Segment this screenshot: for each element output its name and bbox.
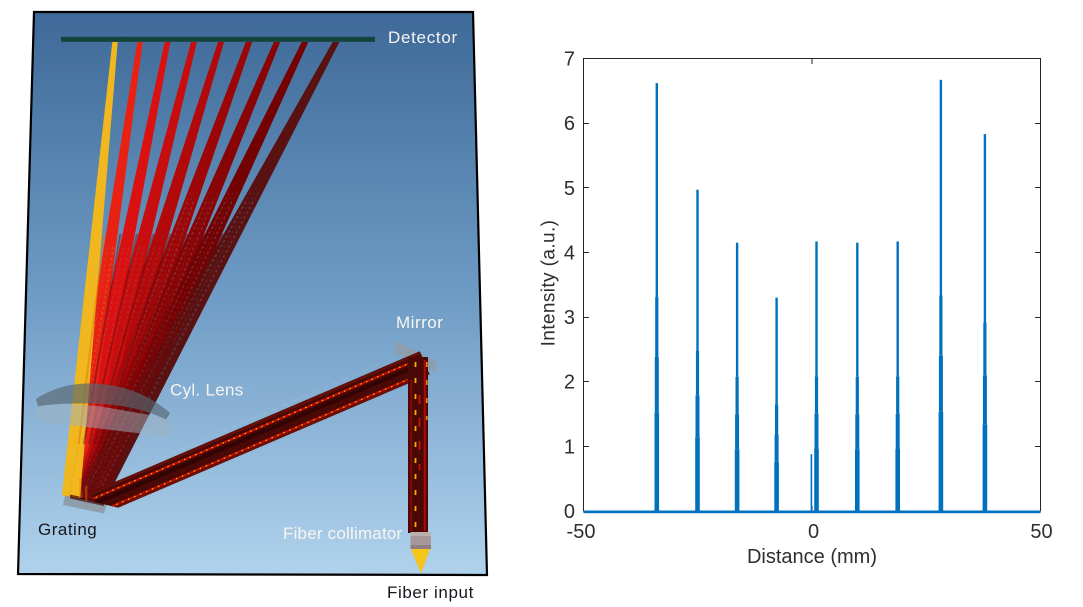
svg-text:Grating: Grating: [38, 520, 97, 539]
svg-text:Fiber collimator: Fiber collimator: [283, 524, 403, 543]
svg-text:3: 3: [564, 307, 575, 329]
svg-text:Distance (mm): Distance (mm): [747, 546, 877, 568]
svg-text:0: 0: [808, 521, 819, 543]
svg-text:5: 5: [564, 178, 575, 200]
svg-text:0: 0: [564, 501, 575, 523]
svg-text:Intensity (a.u.): Intensity (a.u.): [539, 220, 560, 347]
svg-text:6: 6: [564, 113, 575, 135]
svg-text:Mirror: Mirror: [396, 313, 443, 332]
svg-text:Detector: Detector: [388, 28, 458, 47]
svg-text:1: 1: [564, 436, 575, 458]
svg-text:4: 4: [564, 242, 575, 264]
svg-text:-50: -50: [567, 521, 596, 543]
svg-text:Cyl. Lens: Cyl. Lens: [170, 381, 244, 400]
svg-text:7: 7: [564, 49, 575, 71]
svg-text:Fiber input: Fiber input: [387, 583, 474, 602]
svg-text:50: 50: [1030, 521, 1052, 543]
svg-text:2: 2: [564, 372, 575, 394]
